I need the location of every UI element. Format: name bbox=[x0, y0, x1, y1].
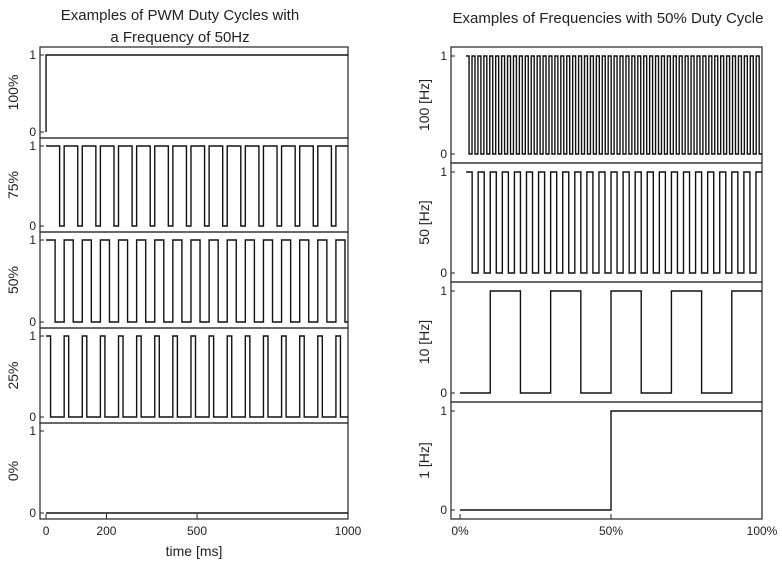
x-tick-label: 0% bbox=[451, 524, 469, 538]
y-tick-label: 0 bbox=[29, 315, 36, 329]
panel-25: 1 0 25% bbox=[5, 327, 349, 424]
series-label: 50% bbox=[5, 266, 21, 294]
panel-100: 1 0 100% bbox=[5, 46, 349, 139]
left-chart-title-line2: a Frequency of 50Hz bbox=[110, 29, 250, 46]
y-tick-label: 0 bbox=[29, 219, 36, 233]
series-label: 10 [Hz] bbox=[416, 320, 432, 364]
y-tick-label: 1 bbox=[440, 165, 447, 179]
waveform-line bbox=[460, 290, 762, 394]
x-tick-label: 200 bbox=[96, 524, 116, 538]
panel-frame bbox=[39, 137, 349, 233]
waveform-line bbox=[466, 171, 762, 274]
panel-frame bbox=[450, 281, 763, 403]
series-label: 25% bbox=[5, 361, 21, 389]
y-tick-label: 1 bbox=[440, 404, 447, 418]
waveform-line bbox=[46, 239, 348, 323]
series-label: 75% bbox=[5, 171, 21, 199]
y-tick-label: 1 bbox=[29, 424, 36, 438]
y-tick-label: 1 bbox=[29, 329, 36, 343]
panel-50-hz: 1 0 50 [Hz] bbox=[416, 162, 763, 283]
panel-1-hz: 1 0 1 [Hz] bbox=[416, 401, 763, 520]
y-tick-label: 1 bbox=[440, 284, 447, 298]
panel-frame bbox=[450, 162, 763, 283]
panel-frame bbox=[39, 231, 349, 329]
series-label: 50 [Hz] bbox=[416, 200, 432, 244]
x-axis-label: time [ms] bbox=[166, 543, 223, 559]
x-tick-label: 100% bbox=[747, 524, 778, 538]
y-tick-label: 0 bbox=[440, 503, 447, 517]
y-tick-label: 0 bbox=[29, 410, 36, 424]
left-chart-title-line1: Examples of PWM Duty Cycles with bbox=[60, 7, 300, 24]
series-label: 100 [Hz] bbox=[416, 79, 432, 131]
panel-75: 1 0 75% bbox=[5, 137, 349, 233]
panel-100-hz: 1 0 100 [Hz] bbox=[416, 46, 763, 164]
y-tick-label: 0 bbox=[440, 266, 447, 280]
right-frequency-chart: 1 0 100 [Hz] 1 0 50 [Hz] 1 0 10 [Hz] 1 0 1 [Hz] 0% 50… bbox=[416, 46, 778, 538]
y-tick-label: 0 bbox=[440, 147, 447, 161]
x-tick-label: 0 bbox=[43, 524, 50, 538]
panel-frame bbox=[450, 401, 763, 520]
panel-50: 1 0 50% bbox=[5, 231, 349, 329]
waveform-line bbox=[45, 54, 348, 132]
series-label: 1 [Hz] bbox=[416, 442, 432, 479]
y-tick-label: 0 bbox=[440, 386, 447, 400]
y-tick-label: 1 bbox=[29, 48, 36, 62]
series-label: 0% bbox=[5, 461, 21, 481]
x-tick-label: 500 bbox=[187, 524, 207, 538]
waveform-line bbox=[46, 335, 348, 418]
y-tick-label: 1 bbox=[440, 49, 447, 63]
x-tick-label: 50% bbox=[599, 524, 623, 538]
x-tick-label: 1000 bbox=[335, 524, 362, 538]
y-tick-label: 1 bbox=[29, 139, 36, 153]
series-label: 100% bbox=[5, 75, 21, 111]
waveform-line bbox=[466, 55, 762, 155]
y-tick-label: 0 bbox=[29, 506, 36, 520]
panel-10-hz: 1 0 10 [Hz] bbox=[416, 281, 763, 403]
panel-frame bbox=[39, 422, 349, 520]
left-chart-title: Examples of PWM Duty Cycles with a Frequ… bbox=[20, 5, 340, 49]
waveform-line bbox=[46, 145, 348, 227]
y-tick-label: 1 bbox=[29, 233, 36, 247]
panel-0: 1 0 0% bbox=[5, 422, 349, 520]
y-tick-label: 0 bbox=[29, 125, 36, 139]
waveform-line bbox=[460, 410, 762, 511]
panel-frame bbox=[39, 46, 349, 139]
right-chart-title: Examples of Frequencies with 50% Duty Cy… bbox=[452, 10, 764, 27]
